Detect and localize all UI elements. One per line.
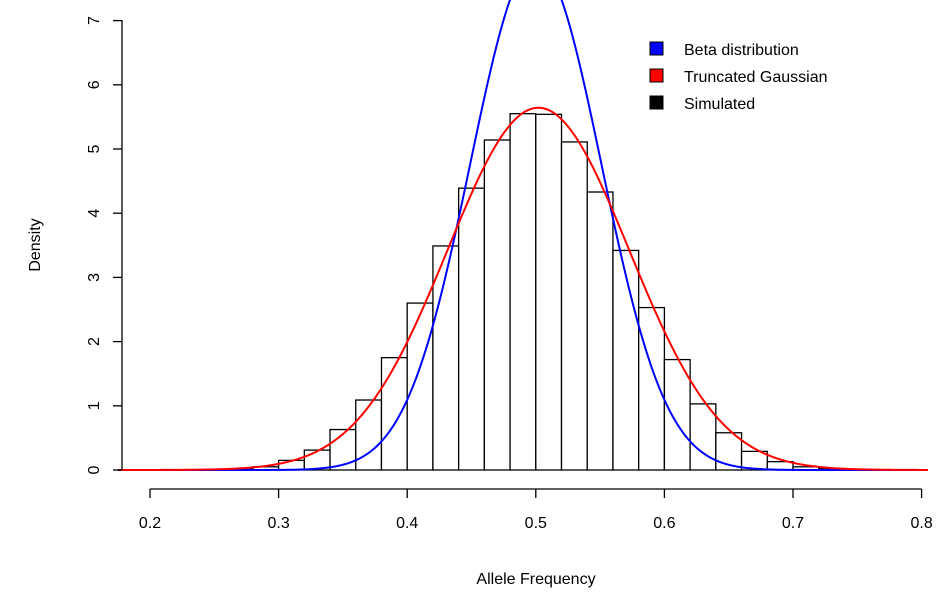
histogram-bar-4 <box>329 428 357 471</box>
y-tick-label: 5 <box>86 144 103 153</box>
histogram-bar-6 <box>380 356 408 471</box>
y-axis: 0 1 2 3 4 5 6 7 <box>86 16 123 474</box>
x-axis-label: Allele Frequency <box>476 571 595 588</box>
histogram-bar-7 <box>406 302 434 471</box>
truncated-gaussian-line <box>117 106 929 471</box>
legend-label-truncated-gaussian: Truncated Gaussian <box>684 69 827 86</box>
histogram-bar-11 <box>509 113 537 471</box>
y-tick-label: 0 <box>86 465 103 474</box>
x-tick-label: 0.6 <box>653 515 675 532</box>
histogram-bar-15 <box>612 249 640 471</box>
y-tick-label: 4 <box>86 209 103 218</box>
x-tick-label: 0.5 <box>525 515 547 532</box>
beta-distribution-line <box>117 0 929 471</box>
y-tick-label: 7 <box>86 16 103 25</box>
y-tick-label: 3 <box>86 273 103 282</box>
legend-label-simulated: Simulated <box>684 96 755 113</box>
y-axis-label: Density <box>27 218 44 271</box>
legend: Beta distribution Truncated Gaussian Sim… <box>649 41 827 113</box>
x-tick-label: 0.2 <box>139 515 161 532</box>
density-curves <box>117 0 929 471</box>
legend-swatch-truncated-gaussian <box>649 68 664 83</box>
x-tick-label: 0.4 <box>396 515 418 532</box>
x-axis: 0.2 0.3 0.4 0.5 0.6 0.7 0.8 <box>139 488 933 532</box>
histogram-bar-18 <box>689 403 717 471</box>
y-tick-label: 1 <box>86 401 103 410</box>
legend-label-beta: Beta distribution <box>684 42 799 59</box>
histogram-bar-13 <box>560 141 588 471</box>
x-tick-label: 0.3 <box>267 515 289 532</box>
legend-swatch-beta <box>649 41 664 56</box>
histogram-bar-9 <box>457 187 486 471</box>
x-tick-label: 0.7 <box>782 515 804 532</box>
histogram-bar-17 <box>663 358 691 471</box>
histogram-bar-20 <box>740 450 768 471</box>
y-tick-label: 6 <box>86 80 103 89</box>
histogram-bar-14 <box>586 191 614 471</box>
legend-swatch-simulated <box>649 95 664 110</box>
histogram-bar-12 <box>535 113 563 471</box>
histogram-bars <box>226 113 846 471</box>
x-tick-label: 0.8 <box>910 515 932 532</box>
histogram-bar-10 <box>483 139 511 471</box>
y-tick-label: 2 <box>86 337 103 346</box>
